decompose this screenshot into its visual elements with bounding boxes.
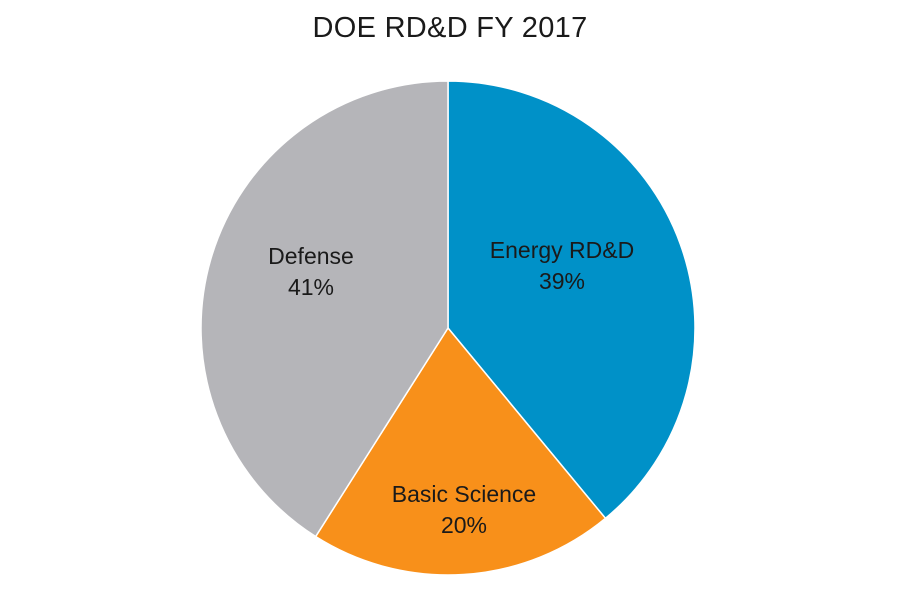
pie-slices: [200, 80, 696, 576]
slice-value-label: 41%: [288, 274, 334, 300]
slice-value-label: 39%: [539, 268, 585, 294]
slice-value-label: 20%: [441, 512, 487, 538]
pie-labels: Energy RD&D 39% Basic Science 20% Defense 41%: [268, 237, 634, 538]
pie-slice-defense: [200, 80, 449, 538]
pie-slice-basic-science: [314, 326, 607, 576]
chart-title: DOE RD&D FY 2017: [312, 12, 588, 44]
slice-label: Basic Science: [392, 481, 536, 507]
pie-slice-energy-rd-d: [447, 80, 696, 520]
slice-label: Energy RD&D: [490, 237, 634, 263]
slice-label: Defense: [268, 243, 354, 269]
